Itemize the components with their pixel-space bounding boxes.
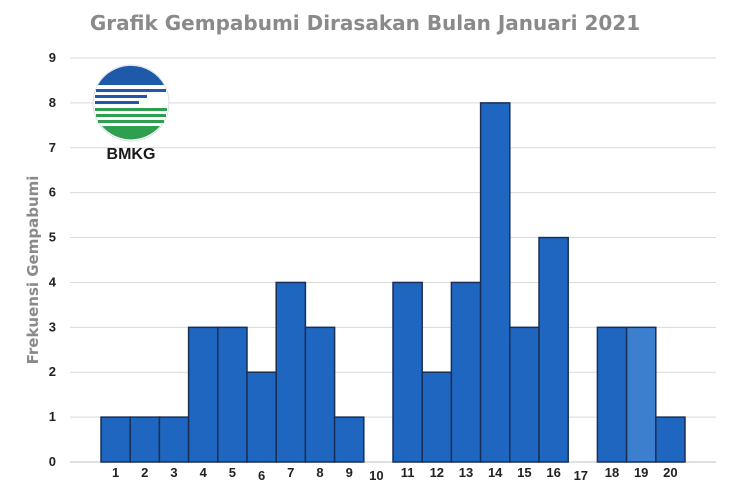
bmkg-logo-text: BMKG	[107, 146, 156, 163]
bar-13	[450, 281, 482, 463]
x-tick-label: 5	[229, 465, 236, 480]
y-tick-label: 1	[49, 409, 56, 424]
x-tick-label: 6	[258, 468, 265, 483]
chart-title: Grafik Gempabumi Dirasakan Bulan Januari…	[90, 11, 640, 35]
y-tick-label: 8	[49, 95, 56, 110]
x-tick-label: 9	[346, 465, 353, 480]
x-tick-label: 2	[141, 465, 148, 480]
y-tick-label: 4	[49, 274, 57, 289]
bar-3	[158, 416, 190, 463]
x-tick-label: 3	[170, 465, 177, 480]
y-tick-label: 2	[49, 364, 56, 379]
bar-14	[479, 102, 511, 463]
x-tick-label: 20	[663, 465, 677, 480]
bar-18	[596, 326, 628, 463]
bar-12	[421, 371, 453, 463]
y-tick-label: 7	[49, 140, 56, 155]
bmkg-logo-icon	[92, 64, 170, 142]
y-axis-label: Frekuensi Gempabumi	[24, 176, 42, 365]
bar-15	[509, 326, 540, 463]
bar-2	[129, 416, 161, 463]
x-tick-label: 14	[488, 465, 503, 480]
bar-9	[333, 416, 365, 463]
x-tick-label: 4	[200, 465, 208, 480]
x-tick-label: 10	[369, 468, 383, 483]
x-tick-label: 7	[287, 465, 294, 480]
bars	[100, 102, 686, 463]
bar-5	[217, 326, 248, 463]
x-tick-label: 16	[546, 465, 560, 480]
y-tick-label: 5	[49, 230, 56, 245]
bar-4	[187, 326, 219, 463]
x-tick-label: 1	[112, 465, 119, 480]
x-tick-label: 8	[316, 465, 323, 480]
x-tick-label: 17	[574, 468, 588, 483]
bar-6	[246, 371, 277, 463]
x-tick-label: 13	[459, 465, 473, 480]
bar-11	[392, 281, 423, 463]
x-tick-label: 11	[401, 465, 415, 480]
y-tick-label: 6	[49, 185, 56, 200]
bar-20	[655, 416, 686, 463]
bar-16	[538, 236, 569, 463]
x-tick-label: 12	[430, 465, 444, 480]
y-tick-labels: 0 1 2 3 4 5 6 7 8 9	[49, 50, 57, 469]
bar-19	[625, 326, 657, 463]
y-tick-label: 3	[49, 319, 56, 334]
x-tick-label: 19	[634, 465, 648, 480]
bar-8	[304, 326, 336, 463]
x-tick-label: 15	[517, 465, 531, 480]
y-tick-label: 9	[49, 50, 56, 65]
y-tick-label: 0	[49, 454, 56, 469]
x-tick-labels: 1 2 3 4 5 6 7 8 9 10 11 12 13 14 15 16 17 18 19 20	[112, 465, 678, 483]
x-tick-label: 18	[605, 465, 619, 480]
bar-1	[100, 416, 131, 463]
bar-7	[275, 281, 307, 463]
